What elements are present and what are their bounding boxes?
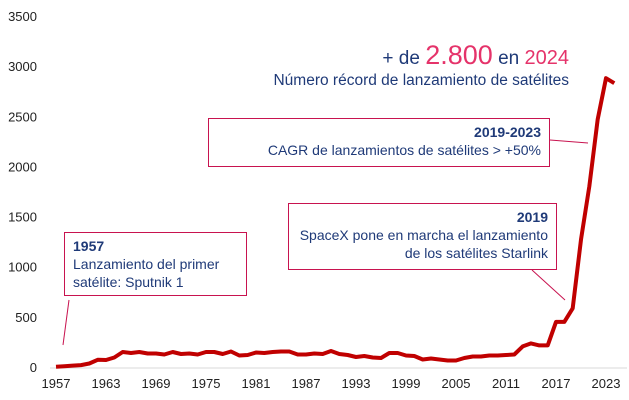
annotation-1957: 1957 Lanzamiento del primer satélite: Sp… <box>64 232 247 296</box>
x-tick-label: 2023 <box>592 376 621 391</box>
x-tick-label: 1957 <box>42 376 71 391</box>
annotation-title: 2019 <box>516 209 548 225</box>
annotation-2019: 2019 SpaceX pone en marcha el lanzamient… <box>288 203 557 270</box>
x-tick-label: 1993 <box>342 376 371 391</box>
headline-year: 2024 <box>524 47 570 69</box>
y-tick-label: 500 <box>15 310 37 325</box>
x-tick-label: 1975 <box>192 376 221 391</box>
x-tick-label: 1981 <box>242 376 271 391</box>
annotation-cagr: 2019-2023 CAGR de lanzamientos de satéli… <box>208 118 550 167</box>
x-tick-label: 2017 <box>542 376 571 391</box>
y-tick-label: 3500 <box>8 9 37 24</box>
callout-line-cagr <box>549 139 589 144</box>
callout-line-2019 <box>531 269 566 301</box>
x-tick-label: 1969 <box>142 376 171 391</box>
headline: + de 2.800 en 2024 <box>382 40 569 71</box>
annotation-text: SpaceX pone en marcha el lanzamiento de … <box>299 227 548 261</box>
annotation-title: 1957 <box>73 238 105 254</box>
y-tick-label: 0 <box>30 360 37 375</box>
headline-prefix: + de <box>382 48 420 69</box>
y-tick-label: 2000 <box>8 159 37 174</box>
headline-value: 2.800 <box>425 40 493 70</box>
y-tick-label: 2500 <box>8 109 37 124</box>
x-tick-label: 2011 <box>492 376 520 391</box>
y-tick-label: 3000 <box>8 59 37 74</box>
series-line <box>55 76 616 369</box>
headline-subtitle: Número récord de lanzamiento de satélite… <box>273 72 569 89</box>
x-tick-label: 1999 <box>392 376 421 391</box>
headline-mid: en <box>498 48 520 69</box>
x-tick-label: 1963 <box>92 376 121 391</box>
y-tick-label: 1000 <box>8 260 37 275</box>
y-tick-label: 1500 <box>8 210 37 225</box>
annotation-text: Lanzamiento del primer satélite: Sputnik… <box>73 256 220 290</box>
annotation-text: CAGR de lanzamientos de satélites > +50% <box>267 142 541 158</box>
x-tick-label: 1987 <box>292 376 321 391</box>
x-tick-label: 2005 <box>442 376 471 391</box>
callout-line-1957 <box>62 299 70 346</box>
annotation-title: 2019-2023 <box>474 124 541 140</box>
